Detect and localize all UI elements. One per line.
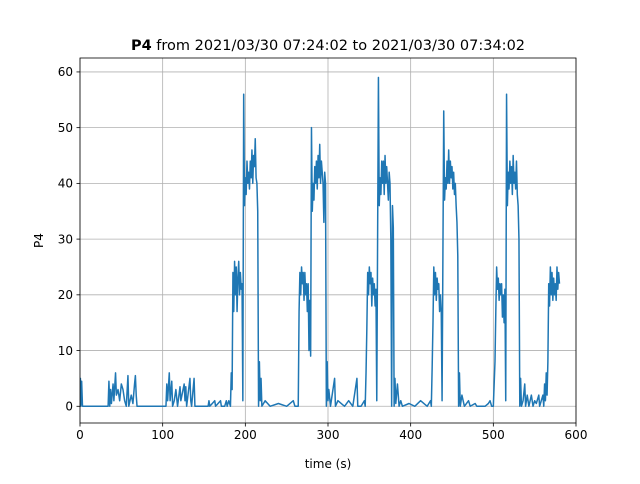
x-tick-label: 100: [151, 428, 174, 442]
chart-title-rest: from 2021/03/30 07:24:02 to 2021/03/30 0…: [152, 38, 525, 54]
y-tick-label: 50: [58, 121, 73, 135]
y-tick-label: 30: [58, 232, 73, 246]
x-tick-label: 0: [76, 428, 84, 442]
y-tick-label: 40: [58, 177, 73, 191]
y-axis-label: P4: [32, 233, 46, 248]
y-tick-label: 0: [65, 399, 73, 413]
x-tick-label: 500: [482, 428, 505, 442]
x-tick-label: 300: [317, 428, 340, 442]
x-tick-label: 400: [399, 428, 422, 442]
y-tick-label: 60: [58, 65, 73, 79]
x-axis-label: time (s): [305, 457, 352, 471]
plot-data: [80, 76, 561, 408]
y-tick-label: 10: [58, 344, 73, 358]
chart-title-bold: P4: [131, 38, 152, 54]
chart-title: P4 from 2021/03/30 07:24:02 to 2021/03/3…: [131, 38, 525, 54]
x-tick-label: 200: [234, 428, 257, 442]
x-tick-label: 600: [565, 428, 588, 442]
series-line: [80, 76, 561, 408]
ticks: 0 100 200 300 400 500 600 0 10 20 30 40 50 60: [58, 65, 588, 442]
y-tick-label: 20: [58, 288, 73, 302]
